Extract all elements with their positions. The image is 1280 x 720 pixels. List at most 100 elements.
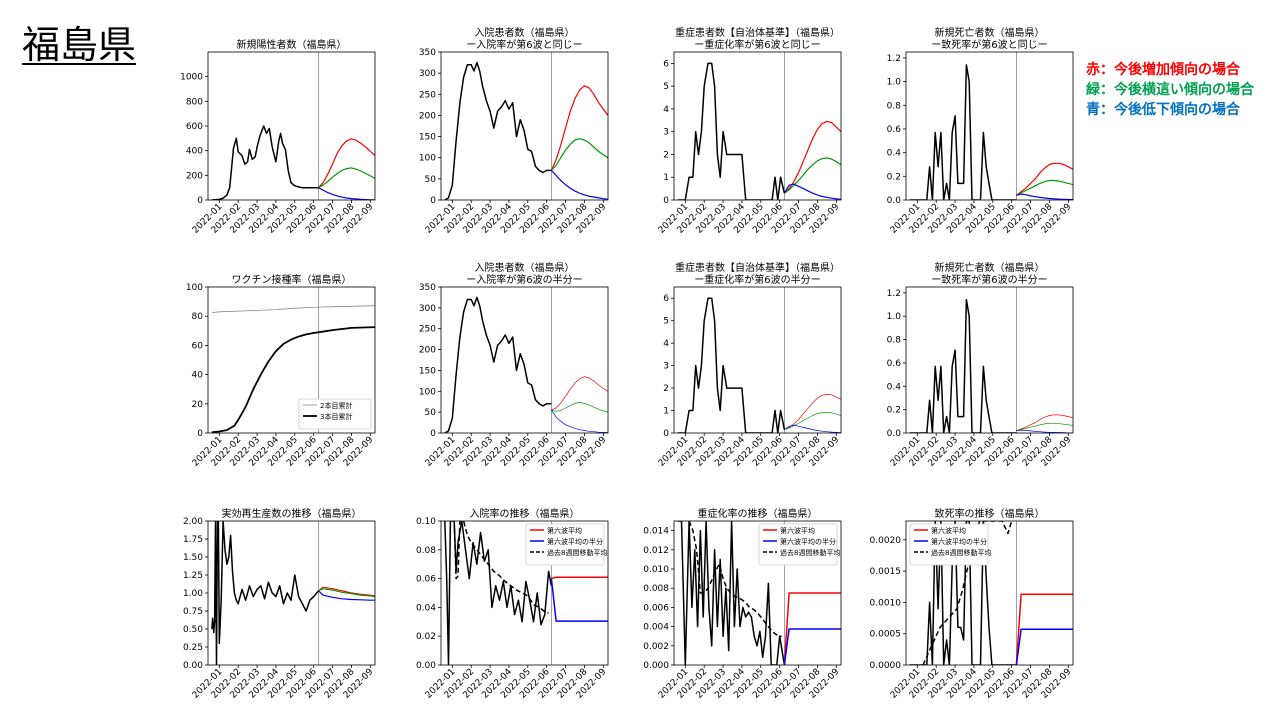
chart-title: ー重症化率が第6波と同じー	[694, 38, 820, 51]
plot-frame	[440, 286, 609, 434]
plot-frame	[673, 286, 842, 434]
chart-title: ー入院率が第6波の半分ー	[466, 273, 582, 286]
legend-label: 第六波平均の半分	[931, 537, 987, 546]
series-line-black	[211, 326, 375, 433]
legend-label: 過去8週間移動平均	[931, 548, 991, 557]
legend-label: 第六波平均	[780, 526, 815, 535]
legend-label: 過去8週間移動平均	[780, 548, 840, 557]
series-line-black	[922, 521, 1013, 665]
y-tick-label: 20	[192, 400, 204, 410]
y-tick-label: 1.75	[183, 535, 203, 545]
y-tick-label: 600	[186, 122, 203, 132]
y-tick-label: 100	[186, 283, 203, 293]
y-tick-label: 0.00	[183, 661, 203, 671]
chart-title: 入院患者数（福島県）	[475, 26, 575, 39]
plot-frame	[905, 51, 1074, 201]
y-tick-label: 0.014	[643, 527, 669, 537]
y-tick-label: 0.8	[887, 336, 902, 346]
y-tick-label: 0.25	[183, 643, 203, 653]
page-title: 福島県	[22, 23, 137, 67]
y-tick-label: 40	[192, 371, 204, 381]
chart-deaths-half: 新規死亡者数（福島県）ー致死率が第6波の半分ー 0.0 0.2 0.4 0.6 0.8 1.…	[887, 261, 1074, 469]
series-line-blue	[551, 409, 608, 433]
y-tick-label: 3	[663, 128, 669, 138]
scenario-legend: 赤：今後増加傾向の場合 緑：今後横這い傾向の場合 青：今後低下傾向の場合	[1086, 60, 1254, 120]
series-line-black	[211, 521, 319, 665]
legend-label: 第六波平均の半分	[780, 537, 836, 546]
chart-title: ー致死率が第6波の半分ー	[931, 273, 1047, 286]
y-tick-label: 0.0000	[870, 661, 902, 671]
series-line-red	[783, 592, 841, 665]
y-tick-label: 0.4	[887, 149, 902, 159]
y-tick-label: 1.0	[887, 312, 902, 322]
y-tick-label: 0.0010	[870, 598, 902, 608]
chart-title: ー入院率が第6波と同じー	[466, 38, 582, 51]
y-tick-label: 250	[419, 90, 436, 100]
y-tick-label: 0.2	[887, 172, 901, 182]
y-tick-label: 100	[419, 154, 436, 164]
y-tick-label: 0.0	[887, 196, 902, 206]
y-tick-label: 0.75	[183, 607, 203, 617]
y-tick-label: 0	[430, 429, 436, 439]
y-tick-label: 1.25	[183, 571, 203, 581]
series-line-red	[318, 586, 375, 597]
y-tick-label: 1000	[180, 73, 203, 83]
series-line-black	[909, 521, 1017, 665]
series-line-blue	[783, 628, 841, 665]
chart-title: 致死率の推移（福島県）	[935, 507, 1045, 520]
y-tick-label: 0.8	[887, 101, 902, 111]
legend-label: 第六波平均の半分	[547, 537, 603, 546]
series-line-red	[1015, 593, 1073, 665]
series-line-black	[453, 521, 549, 614]
chart-rt: 実効再生産数の推移（福島県） 0.00 0.25 0.50 0.75 1.00 1.25 1.…	[183, 507, 376, 701]
series-line-red	[784, 394, 841, 430]
chart-vaccination: ワクチン接種率（福島県）0204060801002022-012022-0220…	[186, 273, 376, 469]
plot-frame	[905, 286, 1074, 434]
y-tick-label: 0.50	[183, 625, 203, 635]
plot-frame	[440, 51, 609, 201]
series-line-black	[677, 62, 786, 200]
plot-frame	[905, 520, 1074, 666]
plot-frame	[673, 520, 842, 666]
series-line-red	[317, 138, 375, 189]
y-tick-label: 0.04	[416, 603, 436, 613]
y-tick-label: 0	[663, 196, 669, 206]
legend-item-red: 赤：今後増加傾向の場合	[1086, 62, 1240, 78]
y-tick-label: 0.0005	[870, 630, 902, 640]
y-tick-label: 0.08	[416, 546, 436, 556]
chart-hosp-same: 入院患者数（福島県）ー入院率が第6波と同じー 0 50 100 150 200 250 300…	[419, 26, 609, 236]
plot-frame	[440, 520, 609, 666]
legend-label: 第六波平均	[547, 526, 582, 535]
series-line-blue	[317, 590, 375, 601]
series-line-green	[784, 157, 841, 194]
y-tick-label: 50	[425, 175, 437, 185]
y-tick-label: 0.02	[416, 632, 436, 642]
chart-title: 入院率の推移（福島県）	[470, 507, 580, 520]
series-line-blue	[783, 183, 841, 200]
series-line-red	[551, 576, 608, 580]
y-tick-label: 80	[192, 312, 204, 322]
series-line-black	[677, 297, 786, 433]
y-tick-label: 5	[663, 82, 669, 92]
y-tick-label: 0	[197, 196, 203, 206]
y-tick-label: 1.2	[887, 54, 901, 64]
y-tick-label: 1	[663, 407, 669, 417]
chart-title: 重症化率の推移（福島県）	[698, 507, 818, 520]
series-line-black	[688, 521, 782, 637]
chart-legend: 2本目累計 3本目累計	[298, 398, 372, 430]
chart-fatality-rate: 致死率の推移（福島県） 0.0000 0.0005 0.0010 0.0015 0.002…	[870, 507, 1074, 701]
series-line-green	[1016, 422, 1073, 432]
chart-deaths-same: 新規死亡者数（福島県）ー致死率が第6波と同じー 0.0 0.2 0.4 0.6 0.8 1.…	[887, 26, 1074, 236]
y-tick-label: 0.008	[643, 584, 669, 594]
series-line-blue	[1016, 429, 1073, 433]
series-line-green	[1016, 179, 1073, 196]
y-tick-label: 350	[419, 48, 436, 58]
y-tick-label: 0.4	[887, 382, 902, 392]
y-tick-label: 60	[192, 341, 204, 351]
y-tick-label: 0.006	[643, 603, 669, 613]
y-tick-label: 0.00	[416, 661, 436, 671]
y-tick-label: 0	[197, 429, 203, 439]
legend-label: 過去8週間移動平均	[547, 548, 607, 557]
